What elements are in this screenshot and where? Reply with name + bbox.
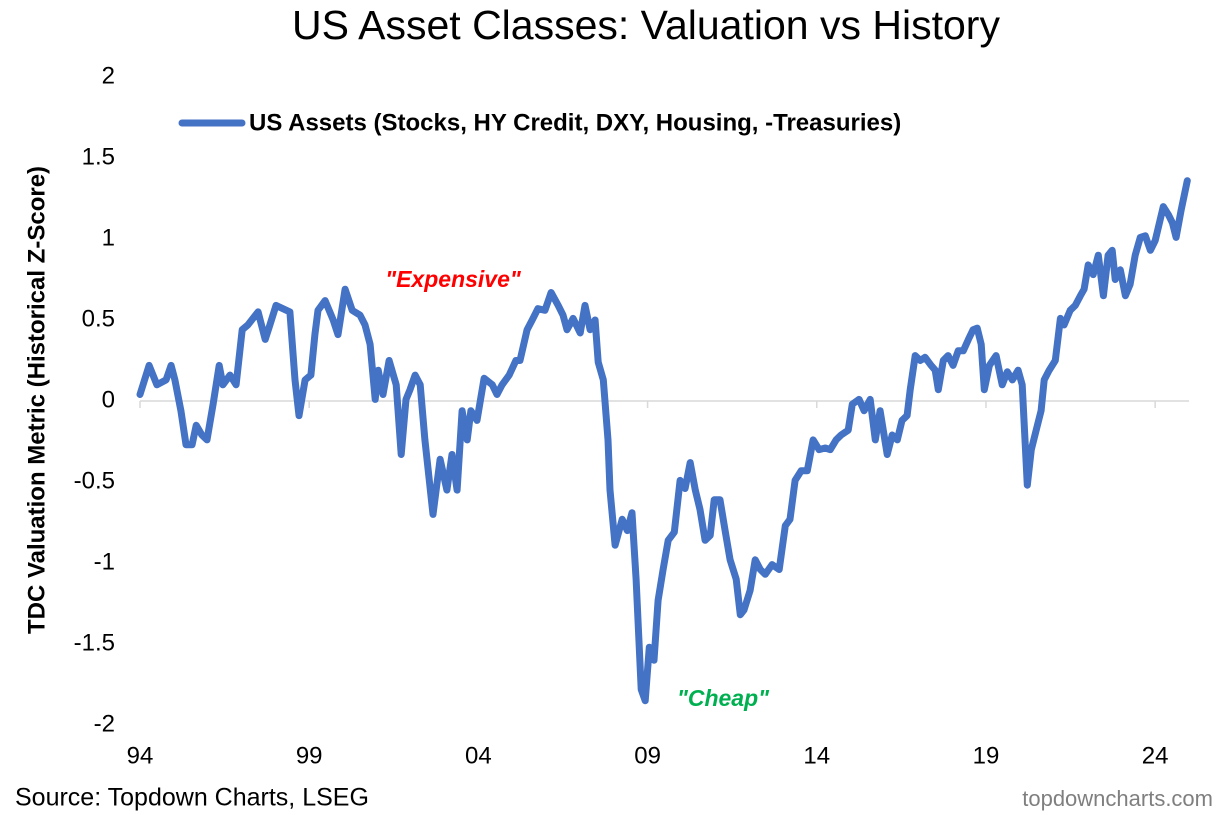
chart-title: US Asset Classes: Valuation vs History (292, 2, 1000, 48)
y-tick-label: 0.5 (82, 305, 115, 332)
y-tick-label: -2 (94, 710, 115, 737)
annotation: "Cheap" (677, 685, 770, 711)
x-tick-label: 09 (634, 742, 661, 769)
y-tick-label: -0.5 (74, 467, 115, 494)
y-tick-label: 2 (102, 62, 115, 89)
x-tick-label: 14 (803, 742, 830, 769)
y-tick-label: -1 (94, 548, 115, 575)
x-tick-label: 19 (973, 742, 1000, 769)
y-tick-label: -1.5 (74, 629, 115, 656)
legend-label: US Assets (Stocks, HY Credit, DXY, Housi… (249, 109, 901, 136)
watermark: topdowncharts.com (1022, 786, 1213, 811)
x-tick-label: 99 (296, 742, 323, 769)
y-tick-label: 1 (102, 224, 115, 251)
x-tick-label: 94 (127, 742, 154, 769)
y-tick-label: 0 (102, 386, 115, 413)
y-axis-label: TDC Valuation Metric (Historical Z-Score… (23, 166, 50, 634)
x-tick-label: 04 (465, 742, 492, 769)
x-tick-label: 24 (1142, 742, 1169, 769)
annotation: "Expensive" (385, 266, 522, 292)
series-line (136, 177, 1191, 705)
y-tick-label: 1.5 (82, 143, 115, 170)
source: Source: Topdown Charts, LSEG (15, 784, 369, 812)
